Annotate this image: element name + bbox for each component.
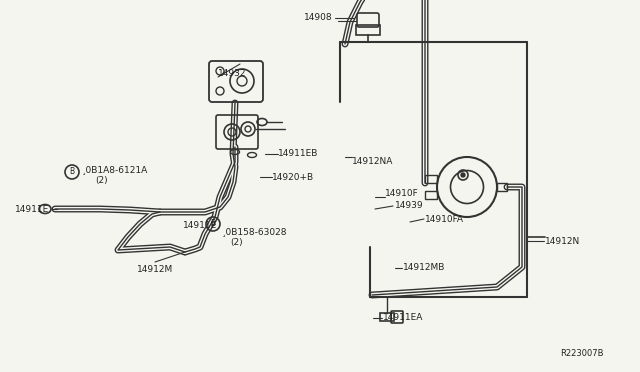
Text: 14910F: 14910F — [385, 189, 419, 199]
Text: 14911E: 14911E — [183, 221, 217, 231]
Text: 14911EB: 14911EB — [278, 150, 318, 158]
Text: 14908: 14908 — [305, 13, 333, 22]
Bar — [356, 25, 380, 35]
Text: B: B — [69, 167, 75, 176]
Bar — [425, 191, 437, 199]
Text: 14912N: 14912N — [545, 237, 580, 246]
Text: ¸0B158-63028: ¸0B158-63028 — [222, 228, 287, 237]
Bar — [497, 183, 507, 191]
Text: 14912MB: 14912MB — [403, 263, 445, 273]
Text: (2): (2) — [230, 238, 243, 247]
Text: 14911E: 14911E — [15, 205, 49, 214]
Circle shape — [461, 173, 465, 177]
Text: (2): (2) — [95, 176, 108, 185]
Text: ¸0B1A8-6121A: ¸0B1A8-6121A — [82, 166, 148, 174]
Text: 14932: 14932 — [218, 70, 246, 78]
Bar — [380, 313, 394, 321]
Bar — [425, 175, 437, 183]
Text: 14920+B: 14920+B — [272, 173, 314, 182]
Text: 14939: 14939 — [395, 202, 424, 211]
Text: 14912NA: 14912NA — [352, 157, 394, 167]
Text: B: B — [211, 219, 216, 228]
Text: 14911EA: 14911EA — [383, 314, 424, 323]
Text: 14912M: 14912M — [137, 264, 173, 273]
Text: R223007B: R223007B — [560, 350, 604, 359]
Text: 14910FA: 14910FA — [425, 215, 464, 224]
